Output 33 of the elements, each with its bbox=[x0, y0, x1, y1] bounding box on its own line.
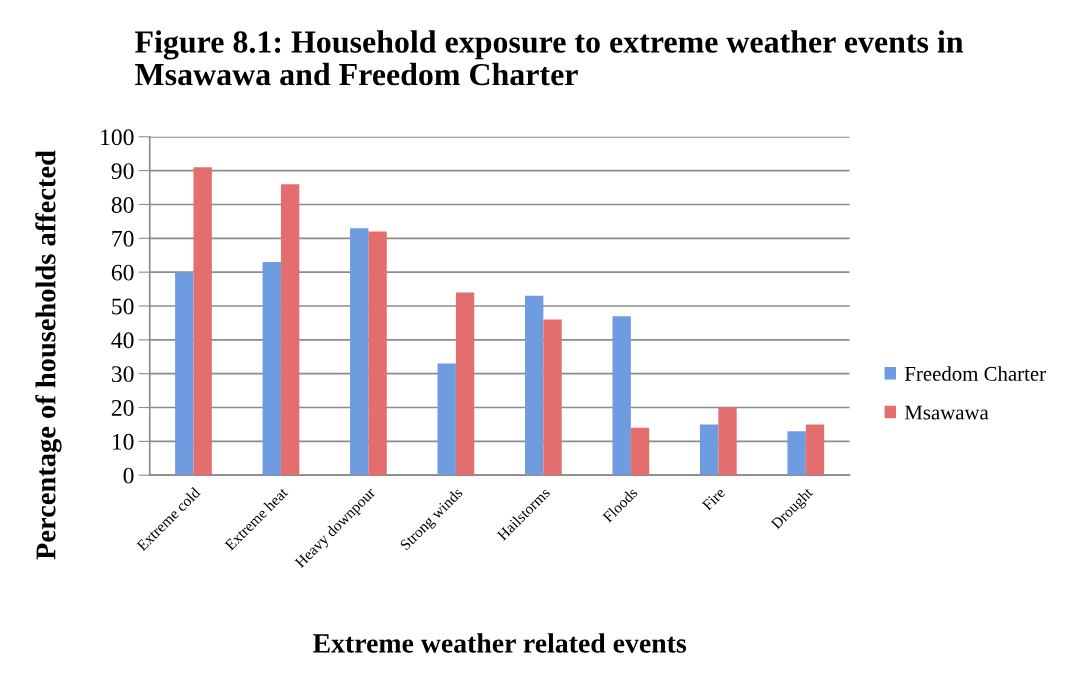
y-tick-label: 40 bbox=[111, 332, 134, 349]
y-tick-label: 90 bbox=[111, 163, 134, 180]
y-tick-label: 20 bbox=[111, 399, 134, 416]
y-tick-label: 60 bbox=[111, 264, 134, 281]
bar bbox=[805, 424, 825, 476]
bar bbox=[368, 231, 387, 476]
bar bbox=[787, 431, 806, 476]
y-tick-label: 100 bbox=[101, 129, 134, 146]
bar bbox=[718, 407, 737, 476]
bar bbox=[262, 262, 281, 476]
y-tick-label: 10 bbox=[112, 433, 134, 450]
chart-title: Figure 8.1: Household exposure to extreme weather events in Msawawa and Freedom Charter bbox=[135, 30, 964, 86]
bar bbox=[280, 184, 300, 476]
y-tick-label: 70 bbox=[112, 230, 134, 247]
y-tick-label: 30 bbox=[111, 366, 134, 383]
bar bbox=[350, 228, 369, 476]
legend-label: Msawawa bbox=[904, 405, 989, 420]
bar bbox=[699, 424, 719, 476]
bar bbox=[543, 319, 562, 476]
y-tick-label: 80 bbox=[111, 196, 134, 213]
bar bbox=[175, 272, 194, 476]
legend-label: Freedom Charter bbox=[904, 366, 1046, 381]
bar bbox=[630, 427, 650, 476]
x-axis-title: Extreme weather related events bbox=[313, 633, 687, 653]
y-tick-label: 50 bbox=[112, 298, 134, 315]
y-tick-label: 0 bbox=[123, 467, 134, 484]
bar bbox=[525, 295, 544, 476]
bar bbox=[193, 167, 212, 476]
bar bbox=[612, 316, 631, 476]
y-axis-title: Percentage of households affected bbox=[35, 150, 62, 560]
bar bbox=[437, 363, 456, 476]
x-tick-label: Fire bbox=[701, 487, 726, 511]
bar bbox=[455, 292, 475, 476]
